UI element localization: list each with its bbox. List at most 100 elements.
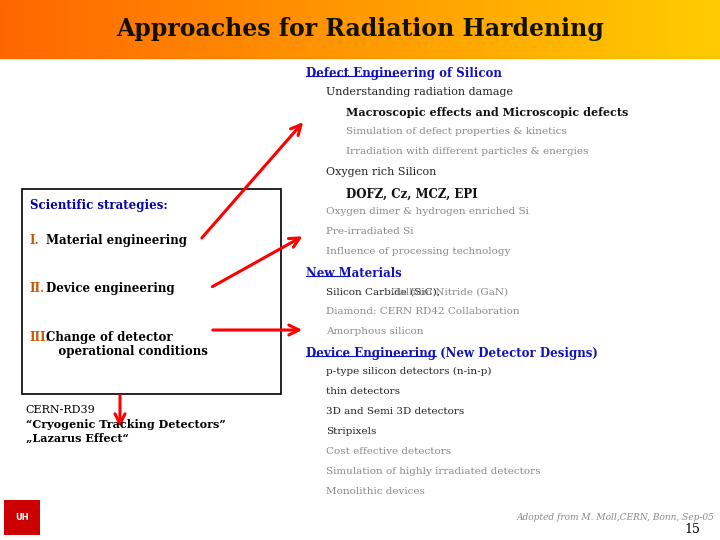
Bar (679, 0, 682, 58)
Bar (698, 0, 701, 58)
Bar (670, 0, 672, 58)
Bar (182, 0, 185, 58)
Bar (45, 0, 48, 58)
Bar (358, 0, 360, 58)
Text: Adopted from M. Moll,CERN, Bonn, Sep-05: Adopted from M. Moll,CERN, Bonn, Sep-05 (517, 513, 715, 522)
Bar (204, 0, 207, 58)
Bar (149, 0, 151, 58)
Bar (336, 0, 338, 58)
Bar (425, 0, 427, 58)
Bar (144, 0, 146, 58)
Bar (5, 0, 7, 58)
Bar (63, 0, 65, 58)
Bar (657, 0, 660, 58)
Bar (0, 0, 2, 58)
Bar (511, 0, 513, 58)
Bar (156, 0, 158, 58)
Bar (60, 0, 63, 58)
Bar (24, 0, 27, 58)
Text: DOFZ, Cz, MCZ, EPI: DOFZ, Cz, MCZ, EPI (346, 187, 478, 200)
Bar (703, 0, 706, 58)
Bar (557, 0, 559, 58)
Bar (444, 0, 446, 58)
Bar (475, 0, 477, 58)
Bar (163, 0, 166, 58)
Text: Monolithic devices: Monolithic devices (326, 487, 425, 496)
Text: operational conditions: operational conditions (45, 345, 207, 358)
Bar (626, 0, 629, 58)
Bar (547, 0, 549, 58)
Bar (117, 0, 120, 58)
Bar (238, 0, 240, 58)
Bar (12, 0, 14, 58)
Bar (259, 0, 261, 58)
Bar (715, 0, 718, 58)
Bar (372, 0, 374, 58)
Bar (180, 0, 182, 58)
Bar (408, 0, 410, 58)
Bar (329, 0, 331, 58)
Bar (276, 0, 279, 58)
Bar (509, 0, 511, 58)
Text: Change of detector: Change of detector (45, 331, 172, 344)
Bar (348, 0, 351, 58)
Bar (708, 0, 711, 58)
Text: Diamond: CERN RD42 Collaboration: Diamond: CERN RD42 Collaboration (326, 307, 520, 316)
Bar (271, 0, 274, 58)
Bar (434, 0, 437, 58)
Bar (94, 0, 96, 58)
Text: Irradiation with different particles & energies: Irradiation with different particles & e… (346, 147, 589, 157)
Bar (216, 0, 218, 58)
Bar (315, 0, 317, 58)
Bar (122, 0, 125, 58)
Bar (290, 0, 293, 58)
Text: New Materials: New Materials (306, 267, 402, 280)
Text: Pre-irradiated Si: Pre-irradiated Si (326, 227, 414, 237)
Bar (554, 0, 557, 58)
Bar (643, 0, 646, 58)
Bar (449, 0, 451, 58)
Bar (473, 0, 475, 58)
Bar (595, 0, 598, 58)
Bar (279, 0, 281, 58)
Bar (477, 0, 480, 58)
Bar (110, 0, 113, 58)
Text: Device Engineering (New Detector Designs): Device Engineering (New Detector Designs… (306, 347, 598, 360)
Text: Material engineering: Material engineering (45, 234, 186, 247)
Text: Oxygen dimer & hydrogen enriched Si: Oxygen dimer & hydrogen enriched Si (326, 207, 529, 217)
Bar (619, 0, 621, 58)
Bar (418, 0, 420, 58)
Bar (300, 0, 302, 58)
Bar (266, 0, 269, 58)
Bar (70, 0, 72, 58)
Bar (194, 0, 197, 58)
Bar (297, 0, 300, 58)
Bar (461, 0, 463, 58)
Bar (168, 0, 171, 58)
Text: Device engineering: Device engineering (45, 282, 174, 295)
Bar (564, 0, 567, 58)
Bar (617, 0, 619, 58)
Bar (130, 0, 132, 58)
Bar (207, 0, 209, 58)
Text: CERN-RD39: CERN-RD39 (26, 405, 95, 415)
Bar (202, 0, 204, 58)
Bar (538, 0, 540, 58)
Bar (257, 0, 259, 58)
Bar (187, 0, 189, 58)
Bar (43, 0, 45, 58)
Bar (574, 0, 576, 58)
Bar (415, 0, 418, 58)
Bar (137, 0, 139, 58)
Bar (326, 0, 329, 58)
Bar (106, 0, 108, 58)
Bar (341, 0, 343, 58)
Bar (441, 0, 444, 58)
Bar (65, 0, 67, 58)
Bar (686, 0, 689, 58)
Text: Oxygen rich Silicon: Oxygen rich Silicon (326, 167, 436, 178)
Bar (437, 0, 439, 58)
Bar (446, 0, 449, 58)
Bar (614, 0, 617, 58)
Bar (396, 0, 398, 58)
